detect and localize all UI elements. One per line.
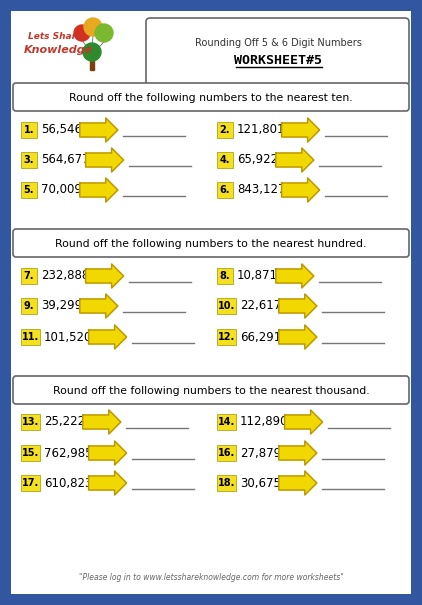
Polygon shape	[0, 133, 7, 140]
Polygon shape	[147, 598, 154, 605]
Text: 27,879: 27,879	[240, 446, 281, 460]
Polygon shape	[70, 0, 77, 7]
Polygon shape	[21, 0, 28, 7]
Polygon shape	[415, 21, 422, 28]
Polygon shape	[415, 280, 422, 287]
Polygon shape	[231, 0, 238, 7]
Polygon shape	[415, 154, 422, 161]
Polygon shape	[315, 0, 322, 7]
Polygon shape	[0, 413, 7, 420]
Text: 564,677: 564,677	[41, 154, 89, 166]
Text: 2.: 2.	[220, 125, 230, 135]
Polygon shape	[415, 399, 422, 406]
Polygon shape	[415, 539, 422, 546]
Polygon shape	[415, 56, 422, 63]
Polygon shape	[0, 448, 7, 455]
Polygon shape	[406, 598, 413, 605]
Polygon shape	[0, 105, 7, 112]
Polygon shape	[415, 42, 422, 49]
Polygon shape	[399, 598, 406, 605]
Polygon shape	[0, 0, 7, 7]
Polygon shape	[0, 602, 7, 605]
Polygon shape	[415, 357, 422, 364]
Polygon shape	[112, 0, 119, 7]
Polygon shape	[238, 598, 245, 605]
Polygon shape	[392, 598, 399, 605]
Text: Lets Share: Lets Share	[28, 32, 82, 41]
Polygon shape	[0, 224, 7, 231]
Text: Round off the following numbers to the nearest thousand.: Round off the following numbers to the n…	[53, 386, 369, 396]
Polygon shape	[196, 598, 203, 605]
Polygon shape	[336, 0, 343, 7]
Text: WORKSHEET#5: WORKSHEET#5	[234, 54, 322, 67]
Polygon shape	[0, 231, 7, 238]
Polygon shape	[415, 392, 422, 399]
Polygon shape	[415, 588, 422, 595]
Polygon shape	[0, 322, 7, 329]
Polygon shape	[378, 0, 385, 7]
Polygon shape	[343, 0, 350, 7]
Polygon shape	[80, 178, 118, 202]
Polygon shape	[140, 0, 147, 7]
Polygon shape	[415, 378, 422, 385]
Polygon shape	[210, 598, 217, 605]
Polygon shape	[154, 0, 161, 7]
Polygon shape	[203, 0, 210, 7]
Polygon shape	[89, 325, 127, 349]
Text: 3.: 3.	[24, 155, 34, 165]
Polygon shape	[420, 0, 422, 7]
Polygon shape	[0, 399, 7, 406]
Polygon shape	[231, 598, 238, 605]
FancyBboxPatch shape	[146, 18, 409, 86]
Text: Knowledge: Knowledge	[24, 45, 93, 55]
Polygon shape	[0, 420, 7, 427]
Polygon shape	[415, 448, 422, 455]
Polygon shape	[273, 598, 280, 605]
Polygon shape	[0, 364, 7, 371]
Text: Round off the following numbers to the nearest hundred.: Round off the following numbers to the n…	[55, 239, 367, 249]
Polygon shape	[147, 0, 154, 7]
Polygon shape	[415, 252, 422, 259]
Polygon shape	[415, 497, 422, 504]
Polygon shape	[415, 91, 422, 98]
Polygon shape	[196, 0, 203, 7]
Polygon shape	[415, 441, 422, 448]
Polygon shape	[415, 147, 422, 154]
FancyBboxPatch shape	[21, 475, 40, 491]
Polygon shape	[0, 84, 7, 91]
FancyBboxPatch shape	[217, 268, 233, 284]
Polygon shape	[406, 0, 413, 7]
Polygon shape	[415, 434, 422, 441]
Circle shape	[83, 43, 101, 61]
Polygon shape	[0, 343, 7, 350]
Polygon shape	[415, 119, 422, 126]
Text: 4.: 4.	[220, 155, 230, 165]
Polygon shape	[0, 189, 7, 196]
Polygon shape	[415, 490, 422, 497]
Polygon shape	[415, 427, 422, 434]
Polygon shape	[308, 0, 315, 7]
Polygon shape	[415, 98, 422, 105]
Polygon shape	[415, 476, 422, 483]
Polygon shape	[281, 178, 319, 202]
Bar	[90, 52, 94, 70]
Polygon shape	[0, 581, 7, 588]
Polygon shape	[21, 598, 28, 605]
Polygon shape	[415, 525, 422, 532]
Polygon shape	[415, 574, 422, 581]
Polygon shape	[0, 315, 7, 322]
Polygon shape	[415, 406, 422, 413]
Polygon shape	[415, 196, 422, 203]
Text: 12.: 12.	[218, 332, 235, 342]
Polygon shape	[0, 238, 7, 245]
Polygon shape	[415, 308, 422, 315]
Polygon shape	[0, 273, 7, 280]
Polygon shape	[420, 598, 422, 605]
Polygon shape	[336, 598, 343, 605]
Polygon shape	[86, 264, 124, 288]
Polygon shape	[364, 598, 371, 605]
FancyBboxPatch shape	[13, 376, 409, 404]
Polygon shape	[161, 0, 168, 7]
Polygon shape	[245, 598, 252, 605]
